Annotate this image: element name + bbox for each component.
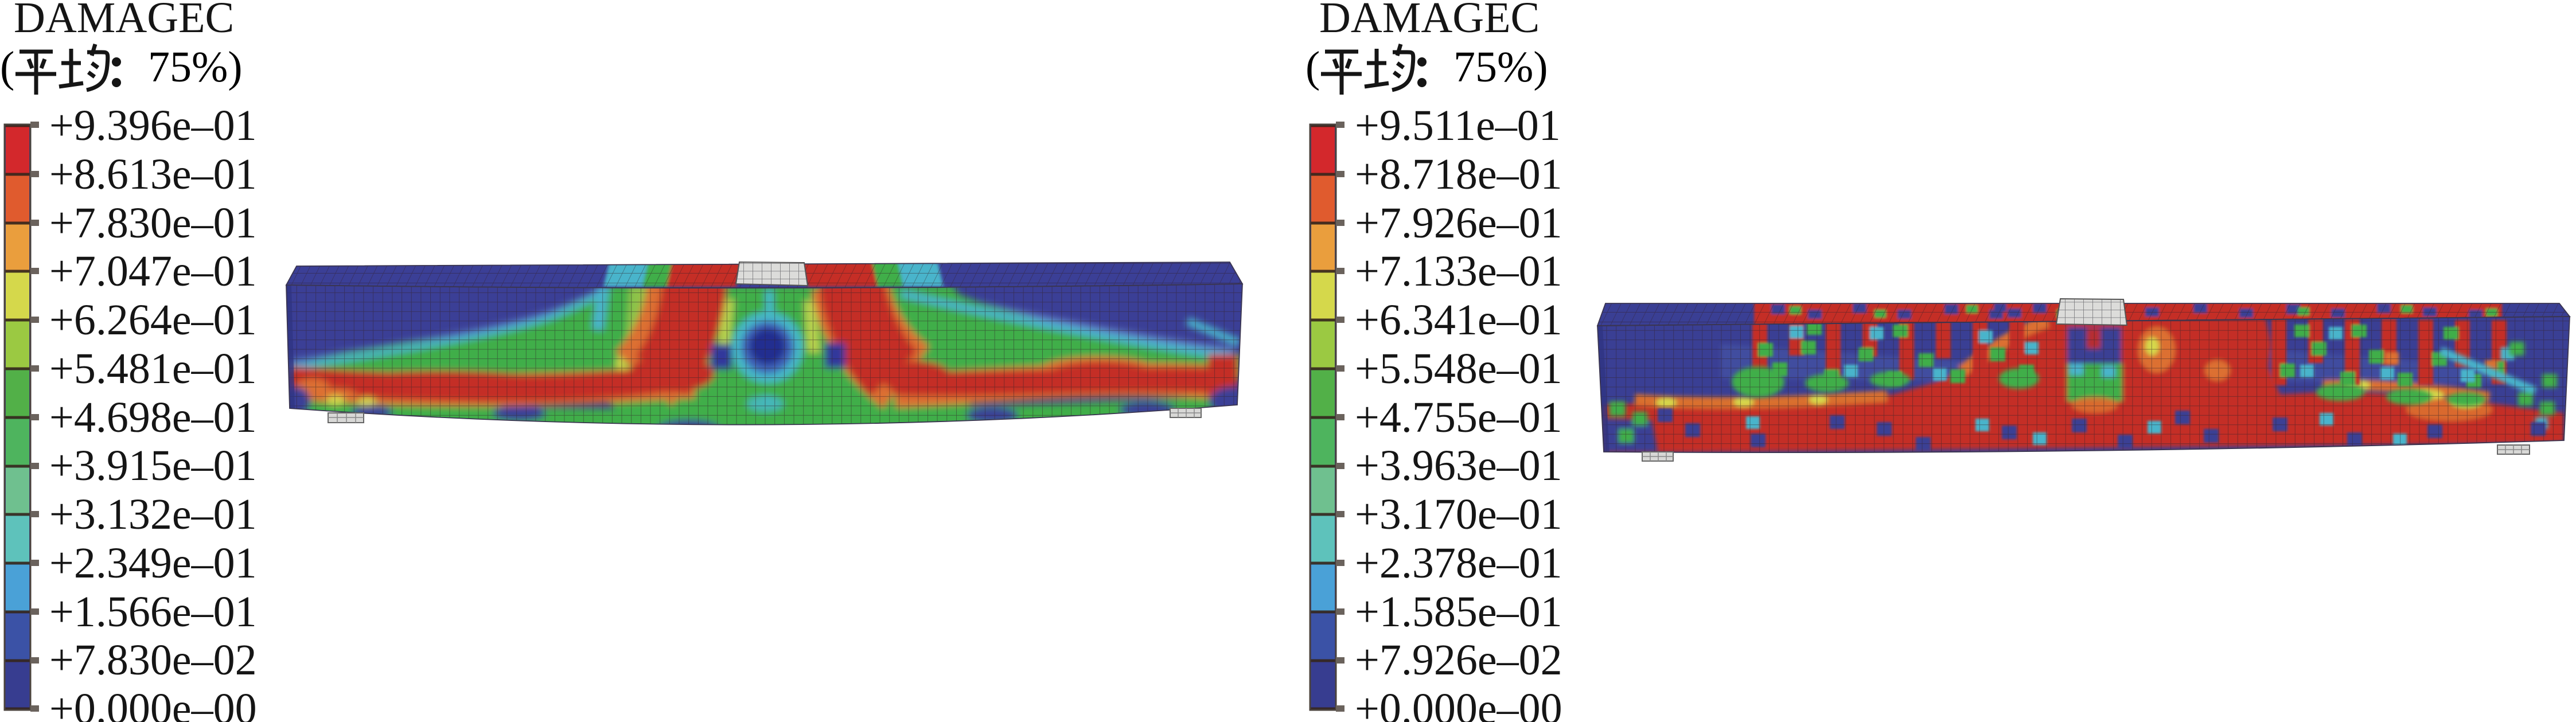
svg-text:75%): 75%): [1453, 43, 1548, 91]
svg-text:(: (: [1305, 43, 1320, 91]
svg-text:75%): 75%): [148, 43, 243, 91]
svg-text:(: (: [0, 43, 14, 91]
